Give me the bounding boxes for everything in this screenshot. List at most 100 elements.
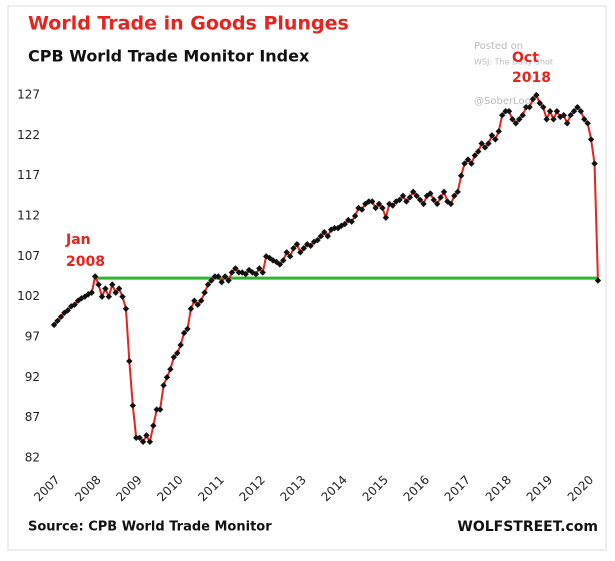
marker — [437, 194, 444, 201]
marker — [372, 204, 379, 212]
marker — [293, 241, 301, 248]
marker — [516, 116, 523, 123]
marker — [160, 382, 167, 389]
annotation: 2018 — [512, 70, 551, 86]
marker — [290, 245, 297, 252]
marker — [174, 349, 181, 357]
marker — [191, 297, 198, 304]
marker — [512, 120, 520, 127]
marker — [61, 309, 68, 316]
marker — [310, 238, 318, 246]
marker — [129, 402, 136, 409]
brand: WOLFSTREET.com — [457, 519, 598, 535]
marker — [433, 200, 441, 208]
marker — [177, 341, 184, 349]
marker — [338, 222, 345, 229]
marker — [498, 112, 506, 119]
marker — [594, 277, 602, 284]
marker — [454, 188, 461, 196]
marker — [252, 270, 260, 278]
marker — [102, 285, 109, 292]
marker — [218, 278, 225, 286]
marker — [451, 192, 458, 200]
marker — [215, 273, 222, 280]
marker — [221, 273, 229, 280]
marker — [485, 140, 492, 147]
marker — [427, 190, 434, 197]
marker — [488, 132, 496, 139]
y-tick-label: 92 — [25, 370, 40, 384]
marker — [119, 293, 126, 300]
marker — [502, 107, 509, 115]
marker — [276, 261, 284, 268]
marker — [259, 269, 266, 276]
marker — [478, 140, 485, 147]
marker — [225, 277, 232, 284]
marker — [457, 172, 465, 179]
marker — [587, 136, 595, 143]
marker — [50, 321, 58, 329]
marker — [167, 366, 174, 373]
marker — [369, 198, 376, 205]
marker — [109, 281, 116, 288]
marker — [232, 265, 239, 272]
marker — [543, 116, 550, 123]
annotation: Jan — [65, 232, 91, 248]
marker — [150, 422, 157, 429]
y-tick-label: 102 — [17, 289, 40, 303]
marker — [546, 107, 554, 115]
marker — [348, 218, 355, 225]
marker — [413, 192, 420, 200]
marker — [529, 95, 537, 103]
y-tick-label: 127 — [17, 88, 40, 102]
y-tick-label: 97 — [25, 329, 40, 343]
marker — [389, 202, 396, 209]
marker — [505, 107, 513, 115]
marker — [228, 269, 236, 276]
marker — [570, 107, 578, 115]
marker — [88, 289, 95, 296]
annotation: 2008 — [66, 254, 105, 270]
marker — [495, 128, 502, 135]
marker — [197, 297, 205, 304]
marker — [115, 285, 123, 292]
marker — [68, 303, 75, 310]
marker — [471, 152, 479, 159]
marker — [591, 160, 598, 167]
marker — [522, 103, 530, 111]
marker — [584, 120, 591, 127]
marker — [300, 245, 307, 252]
y-tick-label: 107 — [17, 249, 40, 263]
marker — [156, 406, 164, 413]
marker — [286, 253, 294, 260]
y-tick-label: 122 — [17, 128, 40, 142]
marker — [126, 357, 133, 365]
marker — [550, 116, 557, 123]
marker — [235, 269, 243, 276]
marker — [410, 188, 417, 196]
marker — [64, 307, 71, 314]
marker — [553, 107, 561, 115]
marker — [509, 116, 516, 123]
marker — [136, 434, 143, 441]
watermark: Posted on — [474, 41, 523, 52]
marker — [283, 249, 290, 256]
marker — [351, 212, 359, 220]
marker — [95, 281, 102, 288]
marker — [365, 198, 372, 205]
marker — [204, 281, 212, 288]
marker — [440, 188, 448, 196]
marker — [54, 317, 61, 325]
y-tick-label: 112 — [17, 209, 40, 223]
marker — [341, 220, 349, 228]
chart-subtitle: CPB World Trade Monitor Index — [28, 47, 310, 66]
marker — [468, 160, 475, 167]
marker — [519, 112, 526, 119]
marker — [153, 406, 160, 413]
marker — [540, 103, 547, 111]
marker — [249, 269, 256, 276]
marker — [403, 198, 410, 205]
marker — [194, 301, 201, 308]
marker — [170, 353, 178, 361]
marker — [464, 156, 472, 163]
